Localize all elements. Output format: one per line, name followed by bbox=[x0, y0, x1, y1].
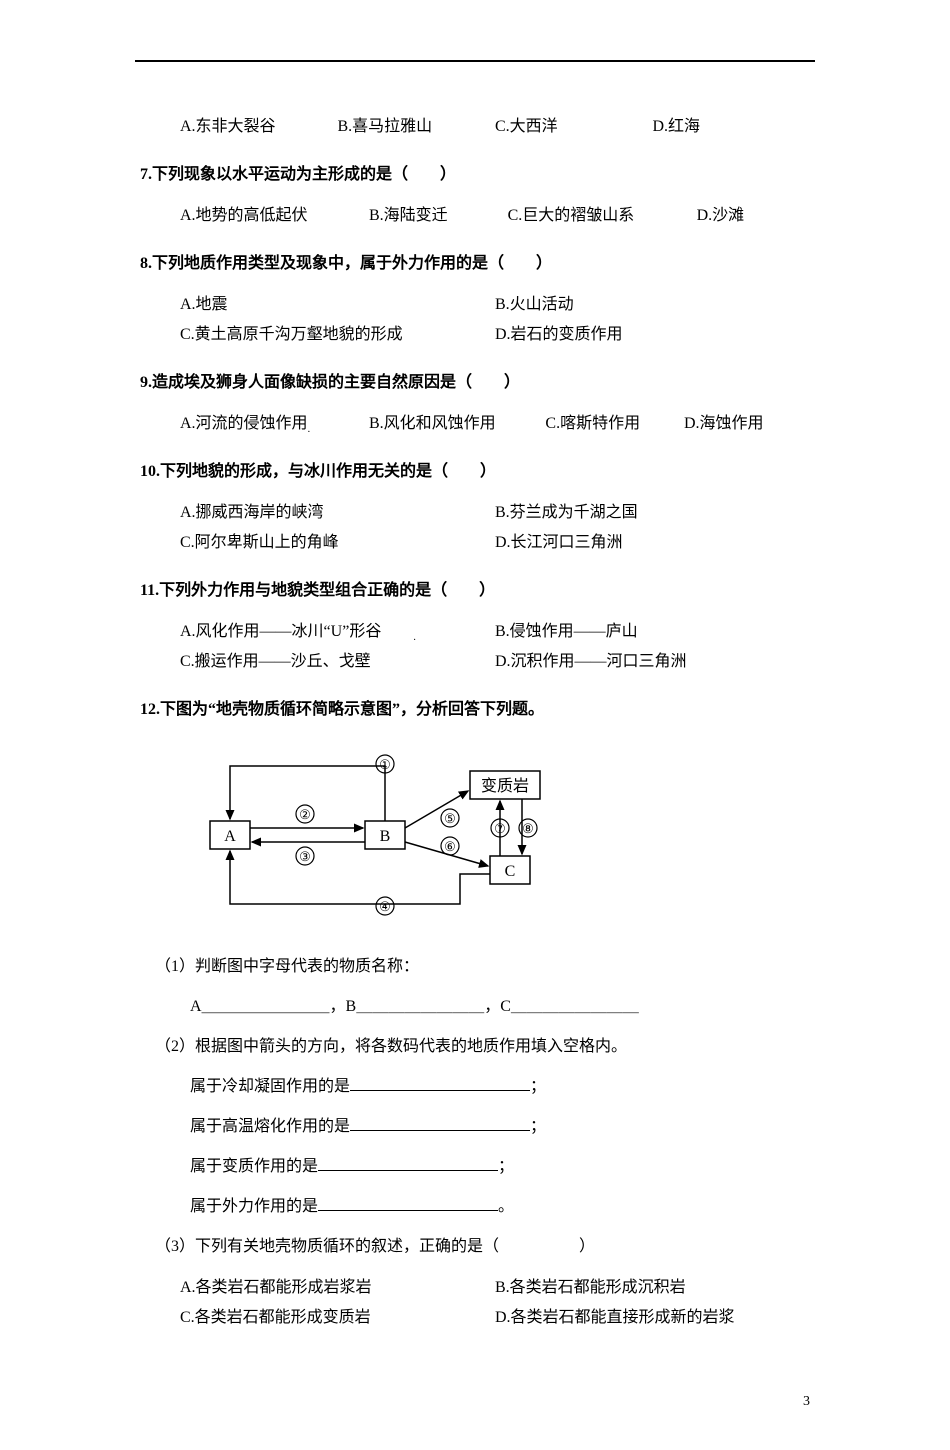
opt-d: D.沙滩 bbox=[697, 201, 810, 231]
opt-a: A.挪威西海岸的峡湾 bbox=[180, 498, 495, 528]
num-6: ⑥ bbox=[444, 839, 456, 854]
blank bbox=[318, 1194, 498, 1211]
q12-sub1-intro: （1）判断图中字母代表的物质名称： bbox=[140, 951, 810, 983]
q12-sub2-b: 属于高温熔化作用的是 ； bbox=[140, 1111, 810, 1143]
opt-a-text: A.风化作用——冰川“U”形谷 bbox=[180, 623, 381, 640]
opt-c: C.大西洋 bbox=[495, 112, 653, 142]
num-3: ③ bbox=[299, 849, 311, 864]
num-2: ② bbox=[299, 807, 311, 822]
opt-c: C.喀斯特作用 bbox=[545, 409, 684, 439]
opt-b: B.喜马拉雅山 bbox=[338, 112, 496, 142]
label: 属于变质作用的是 bbox=[190, 1158, 318, 1175]
opt-b: B.各类岩石都能形成沉积岩 bbox=[495, 1273, 810, 1303]
blank bbox=[350, 1114, 530, 1131]
label: 属于高温熔化作用的是 bbox=[190, 1118, 350, 1135]
opt-d: D.长江河口三角洲 bbox=[495, 528, 810, 558]
q9-options: A.河流的侵蚀作用. B.风化和风蚀作用 C.喀斯特作用 D.海蚀作用 bbox=[140, 409, 810, 439]
dot-mark: . bbox=[308, 424, 311, 435]
label-a: A bbox=[224, 828, 236, 845]
opt-a: A.东非大裂谷 bbox=[180, 112, 338, 142]
num-1: ① bbox=[379, 757, 391, 772]
num-4: ④ bbox=[379, 899, 391, 914]
q12-sub3-intro: （3）下列有关地壳物质循环的叙述，正确的是（ ） bbox=[140, 1231, 810, 1263]
opt-b: B.风化和风蚀作用 bbox=[369, 409, 545, 439]
exam-page: A.东非大裂谷 B.喜马拉雅山 C.大西洋 D.红海 7.下列现象以水平运动为主… bbox=[0, 0, 950, 1450]
q10-stem: 10.下列地貌的形成，与冰川作用无关的是（ ） bbox=[140, 457, 810, 487]
opt-a: A.地震 bbox=[180, 290, 495, 320]
horizontal-rule bbox=[135, 60, 815, 62]
label-c: C bbox=[505, 863, 516, 880]
opt-c: C.黄土高原千沟万壑地貌的形成 bbox=[180, 320, 495, 350]
q7-stem: 7.下列现象以水平运动为主形成的是（ ） bbox=[140, 160, 810, 190]
dot-mark: . bbox=[413, 632, 416, 643]
q12-sub1-blanks: A＿＿＿＿＿＿＿＿，B＿＿＿＿＿＿＿＿，C＿＿＿＿＿＿＿＿ bbox=[140, 991, 810, 1023]
page-number: 3 bbox=[140, 1394, 810, 1410]
opt-b: B.侵蚀作用——庐山 bbox=[495, 617, 810, 647]
num-5: ⑤ bbox=[444, 811, 456, 826]
semi: ； bbox=[498, 1158, 514, 1175]
opt-c: C.搬运作用——沙丘、戈壁 bbox=[180, 647, 495, 677]
q12-stem: 12.下图为“地壳物质循环简略示意图”，分析回答下列题。 bbox=[140, 695, 810, 725]
diagram-svg: A B 变质岩 C ① ② ③ ④ bbox=[200, 746, 580, 926]
opt-d: D.岩石的变质作用 bbox=[495, 320, 810, 350]
opt-a: A.地势的高低起伏 bbox=[180, 201, 369, 231]
opt-a: A.风化作用——冰川“U”形谷 . bbox=[180, 617, 495, 647]
opt-a-text: A.河流的侵蚀作用 bbox=[180, 415, 308, 432]
period: 。 bbox=[498, 1198, 514, 1215]
q12-sub2-d: 属于外力作用的是 。 bbox=[140, 1191, 810, 1223]
q11-options: A.风化作用——冰川“U”形谷 . B.侵蚀作用——庐山 C.搬运作用——沙丘、… bbox=[140, 617, 810, 678]
num-8: ⑧ bbox=[522, 821, 534, 836]
opt-c: C.巨大的褶皱山系 bbox=[508, 201, 697, 231]
opt-b: B.芬兰成为千湖之国 bbox=[495, 498, 810, 528]
q12-sub2-c: 属于变质作用的是 ； bbox=[140, 1151, 810, 1183]
q8-options: A.地震 B.火山活动 C.黄土高原千沟万壑地貌的形成 D.岩石的变质作用 bbox=[140, 290, 810, 351]
opt-d: D.海蚀作用 bbox=[684, 409, 810, 439]
q6-options: A.东非大裂谷 B.喜马拉雅山 C.大西洋 D.红海 bbox=[140, 112, 810, 142]
opt-b: B.火山活动 bbox=[495, 290, 810, 320]
opt-b: B.海陆变迁 bbox=[369, 201, 508, 231]
label: 属于冷却凝固作用的是 bbox=[190, 1078, 350, 1095]
q9-stem: 9.造成埃及狮身人面像缺损的主要自然原因是（ ） bbox=[140, 368, 810, 398]
semi: ； bbox=[530, 1078, 546, 1095]
q12-sub2-a: 属于冷却凝固作用的是 ； bbox=[140, 1071, 810, 1103]
num-7: ⑦ bbox=[494, 821, 506, 836]
arrow-4 bbox=[230, 851, 490, 904]
q11-stem: 11.下列外力作用与地貌类型组合正确的是（ ） bbox=[140, 576, 810, 606]
opt-c: C.阿尔卑斯山上的角峰 bbox=[180, 528, 495, 558]
q12-sub3-options: A.各类岩石都能形成岩浆岩 B.各类岩石都能形成沉积岩 C.各类岩石都能形成变质… bbox=[140, 1273, 810, 1334]
arrow-5 bbox=[405, 791, 468, 828]
q10-options: A.挪威西海岸的峡湾 B.芬兰成为千湖之国 C.阿尔卑斯山上的角峰 D.长江河口… bbox=[140, 498, 810, 559]
q7-options: A.地势的高低起伏 B.海陆变迁 C.巨大的褶皱山系 D.沙滩 bbox=[140, 201, 810, 231]
blank bbox=[318, 1154, 498, 1171]
rock-cycle-diagram: A B 变质岩 C ① ② ③ ④ bbox=[200, 746, 810, 931]
opt-d: D.红海 bbox=[653, 112, 811, 142]
q8-stem: 8.下列地质作用类型及现象中，属于外力作用的是（ ） bbox=[140, 249, 810, 279]
label: 属于外力作用的是 bbox=[190, 1198, 318, 1215]
opt-a: A.各类岩石都能形成岩浆岩 bbox=[180, 1273, 495, 1303]
semi: ； bbox=[530, 1118, 546, 1135]
opt-a: A.河流的侵蚀作用. bbox=[180, 409, 369, 439]
q12-sub2-intro: （2）根据图中箭头的方向，将各数码代表的地质作用填入空格内。 bbox=[140, 1031, 810, 1063]
opt-d: D.沉积作用——河口三角洲 bbox=[495, 647, 810, 677]
opt-c: C.各类岩石都能形成变质岩 bbox=[180, 1303, 495, 1333]
label-b: B bbox=[380, 828, 391, 845]
blank bbox=[350, 1074, 530, 1091]
opt-d: D.各类岩石都能直接形成新的岩浆 bbox=[495, 1303, 810, 1333]
label-meta: 变质岩 bbox=[481, 777, 529, 795]
